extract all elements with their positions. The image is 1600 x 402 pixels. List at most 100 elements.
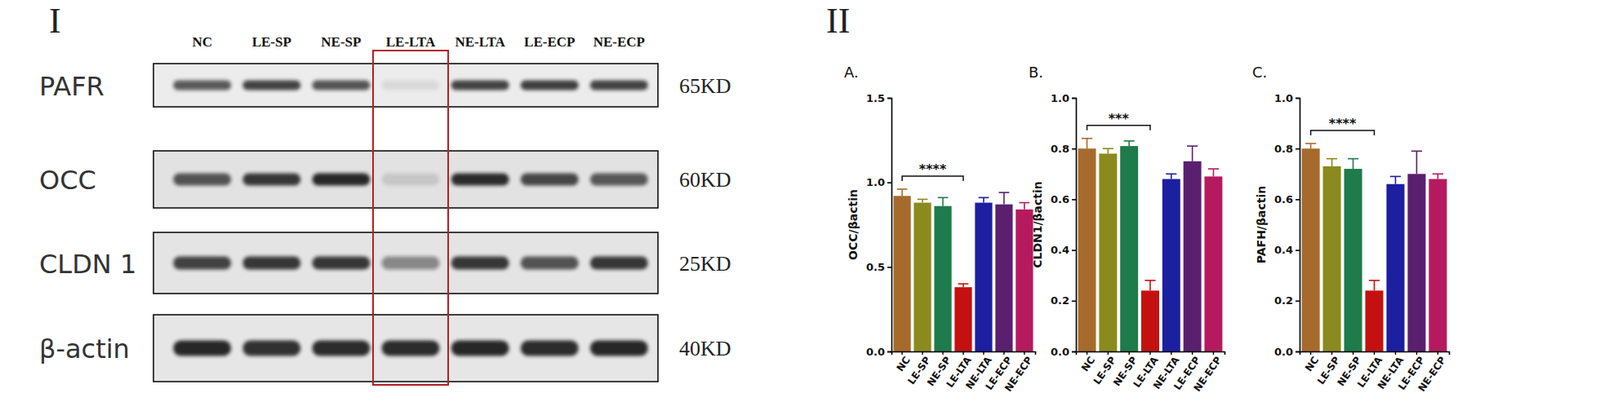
blot-band (520, 80, 579, 91)
error-bar (1432, 173, 1444, 179)
y-tick-mark (1071, 249, 1076, 252)
y-tick-mark (887, 97, 892, 100)
highlight-box (373, 50, 449, 386)
blot-band (242, 173, 301, 187)
error-bar (1081, 138, 1093, 149)
blot-band (382, 80, 440, 91)
error-bar-stem (1373, 280, 1376, 291)
lane-label: NE-LTA (454, 34, 506, 50)
y-tick-label: 0.8 (1274, 142, 1294, 156)
error-bar-stem (1416, 151, 1418, 174)
error-bar (917, 199, 929, 203)
size-label: 25KD (679, 252, 732, 276)
blot-band (520, 341, 579, 357)
blot-band (311, 80, 370, 91)
y-tick-label: 1.5 (866, 92, 885, 105)
y-tick: 1.5 (866, 92, 892, 105)
x-axis: NCLE-SPNE-SPLE-LTANE-LTALE-ECPNE-ECP (892, 351, 1036, 395)
bar (1323, 166, 1342, 352)
error-bar-stem (1191, 146, 1194, 162)
error-bar-cap (1347, 158, 1359, 160)
x-tick: NC (1302, 351, 1321, 374)
error-bar-cap (1390, 176, 1401, 178)
error-bar-stem (1149, 280, 1152, 291)
bar (974, 203, 992, 352)
y-tick: 0.6 (1274, 193, 1300, 206)
bar (893, 195, 911, 352)
bar (1183, 161, 1202, 352)
blot-band (451, 173, 510, 187)
y-tick: 0.6 (1050, 193, 1076, 206)
error-bar-cap (897, 188, 908, 191)
y-tick-mark (1295, 249, 1300, 252)
x-tick: NE-ECP (1191, 351, 1225, 395)
plot-area (893, 189, 1033, 352)
error-bar-cap (1411, 151, 1423, 153)
error-bar-cap (1186, 145, 1198, 147)
y-axis-title: OCC/βactin (846, 189, 860, 261)
significance: *** (1087, 111, 1151, 131)
y-tick-label: 0.0 (1050, 346, 1070, 359)
y-tick-mark (1071, 300, 1076, 303)
y-tick-mark (1295, 351, 1300, 354)
error-bar-cap (1208, 168, 1219, 170)
x-axis: NCLE-SPNE-SPLE-LTANE-LTALE-ECPNE-ECP (1300, 351, 1450, 395)
error-bar-stem (1170, 173, 1173, 179)
y-axis: 0.00.51.01.5 (866, 92, 893, 359)
y-tick: 0.2 (1050, 294, 1076, 307)
blot-band (590, 257, 649, 271)
figure: IIINCLE-SPNE-SPLE-LTANE-LTALE-ECPNE-ECPP… (0, 0, 1600, 402)
y-tick-label: 0.6 (1274, 193, 1294, 206)
x-tick: NC (1079, 351, 1098, 374)
y-tick: 0.0 (1050, 346, 1076, 359)
western-blot: NCLE-SPNE-SPLE-LTANE-LTALE-ECPNE-ECPPAFR… (39, 34, 732, 386)
bar-chart: A.0.00.51.01.5NCLE-SPNE-SPLE-LTANE-LTALE… (844, 63, 1036, 395)
panel-label: II (826, 0, 850, 41)
blot-band (590, 80, 649, 91)
y-tick-mark (1071, 97, 1076, 100)
error-bar (1326, 159, 1338, 167)
chart-title: A. (844, 63, 859, 81)
lane-label: NE-SP (320, 34, 361, 50)
blot-band (173, 80, 232, 91)
chart-title: C. (1252, 63, 1267, 81)
error-bar-cap (1326, 158, 1338, 160)
significance-label: **** (1328, 115, 1357, 132)
x-tick: NC (894, 351, 913, 374)
x-tick-label: NE-ECP (1415, 355, 1449, 395)
y-tick: 1.0 (1050, 92, 1076, 105)
y-tick: 0.4 (1050, 244, 1076, 257)
y-tick-label: 0.0 (866, 346, 885, 359)
error-bar-stem (1310, 143, 1312, 149)
blot-band (311, 173, 370, 187)
bar (1078, 148, 1097, 352)
blot-band (173, 173, 232, 187)
error-bar (1411, 151, 1423, 174)
y-tick: 0.4 (1274, 244, 1300, 257)
blot-band (311, 257, 370, 271)
row-label: OCC (39, 164, 97, 196)
error-bar-cap (1165, 173, 1177, 176)
bar (1162, 179, 1181, 352)
significance: **** (902, 161, 964, 182)
y-tick-mark (1071, 148, 1076, 151)
x-tick-label: NC (1302, 355, 1321, 375)
y-tick-mark (1295, 148, 1300, 151)
y-tick: 0.8 (1050, 142, 1076, 156)
y-tick-label: 1.0 (1050, 92, 1070, 105)
blot-band (311, 341, 370, 357)
error-bar (1102, 148, 1114, 154)
y-tick-mark (1071, 199, 1076, 201)
error-bar (1019, 203, 1031, 210)
y-tick: 1.0 (1274, 92, 1300, 105)
x-tick-label: NC (894, 355, 913, 375)
y-tick-label: 1.0 (866, 176, 885, 189)
plot-area (1078, 138, 1223, 352)
bar (1364, 290, 1383, 352)
bar (913, 203, 931, 352)
y-tick: 0.2 (1274, 294, 1300, 307)
error-bar (1165, 173, 1177, 179)
y-tick-label: 0.4 (1274, 244, 1294, 257)
lane-label: NC (191, 34, 213, 50)
blot-band (382, 341, 440, 357)
